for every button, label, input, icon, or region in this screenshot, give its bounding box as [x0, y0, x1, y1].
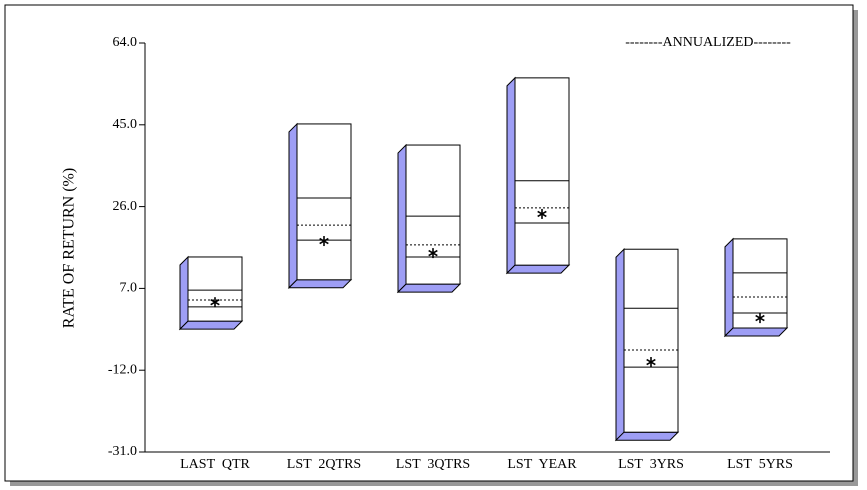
box-base [287, 279, 353, 289]
box-base [178, 320, 244, 330]
box [187, 256, 243, 322]
box-side [615, 248, 625, 442]
y-axis-label: RATE OF RETURN (%) [61, 168, 78, 328]
box [623, 248, 679, 433]
x-tick-label: LST 3YRS [618, 457, 684, 472]
marker-stroke [537, 210, 547, 218]
fund-marker [755, 313, 765, 324]
y-tick-label: -31.0 [108, 444, 137, 459]
fund-marker [537, 208, 547, 219]
box-side [288, 122, 298, 289]
marker-stroke [210, 298, 220, 306]
box-base [723, 327, 789, 337]
marker-stroke [428, 249, 438, 257]
y-tick-label: 26.0 [113, 199, 138, 214]
fund-marker [428, 248, 438, 259]
x-tick-label: LST 3QTRS [396, 457, 470, 472]
y-tick-label: -12.0 [108, 362, 137, 377]
x-tick-label: LST 2QTRS [287, 457, 361, 472]
annotation: --------ANNUALIZED-------- [625, 35, 791, 50]
box [514, 77, 570, 266]
box-base [614, 431, 680, 441]
x-tick-label: LAST QTR [180, 457, 250, 472]
x-tick-label: LST YEAR [507, 457, 577, 472]
box-side [397, 143, 407, 294]
y-tick-label: 45.0 [113, 117, 138, 132]
x-tick-label: LST 5YRS [727, 457, 793, 472]
box [296, 123, 352, 281]
box-side [506, 76, 516, 275]
marker-stroke [646, 358, 656, 366]
fund-marker [210, 297, 220, 308]
box [405, 144, 461, 285]
fund-marker [646, 357, 656, 368]
fund-marker [319, 236, 329, 247]
y-tick-label: 7.0 [120, 281, 138, 296]
box-base [396, 283, 462, 293]
box-side [724, 237, 734, 338]
y-tick-label: 64.0 [113, 35, 138, 50]
marker-stroke [755, 314, 765, 322]
box-base [505, 264, 571, 274]
marker-stroke [319, 237, 329, 245]
box-side [179, 255, 189, 331]
